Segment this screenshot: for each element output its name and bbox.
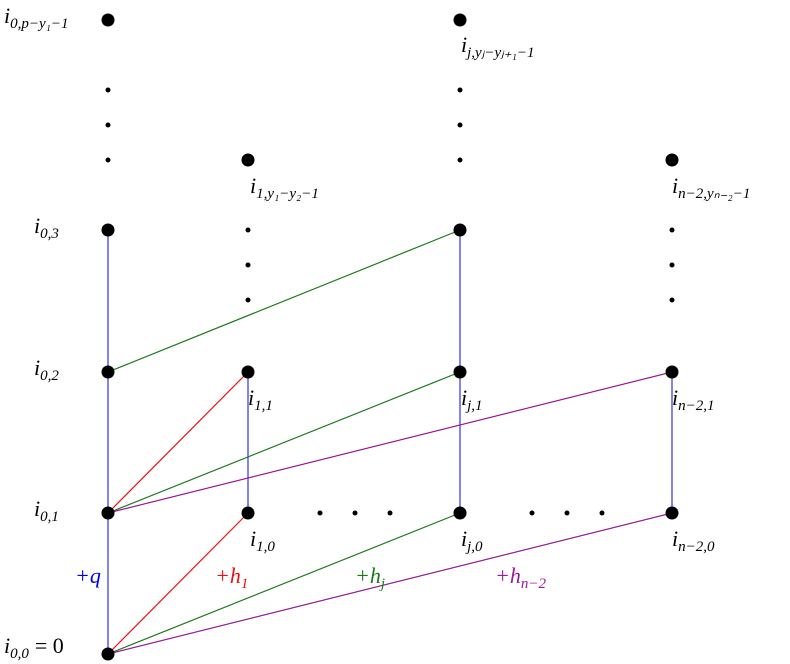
node-label-base: i bbox=[34, 213, 40, 238]
dots bbox=[101, 13, 679, 661]
node-label-sub: 1,0 bbox=[256, 539, 275, 555]
ellipsis-dot bbox=[564, 510, 570, 516]
edge bbox=[107, 371, 673, 514]
node bbox=[453, 365, 467, 379]
node bbox=[453, 13, 467, 27]
edge-label-sub: j bbox=[379, 576, 385, 592]
node-label-sub: 0,0 bbox=[10, 646, 29, 662]
edge bbox=[107, 229, 461, 373]
node-label-sub: 1,y₁−y₂−1 bbox=[256, 186, 319, 202]
ellipsis-dot bbox=[669, 297, 675, 303]
edge bbox=[107, 512, 249, 655]
ellipsis-dot bbox=[457, 157, 463, 163]
edge-label: +hn−2 bbox=[495, 563, 546, 592]
node-label-base: i bbox=[4, 3, 10, 28]
ellipsis-dot bbox=[245, 227, 251, 233]
node-label: in−2,1 bbox=[672, 385, 715, 414]
node bbox=[453, 223, 467, 237]
node-label-sub: j,0 bbox=[465, 539, 483, 555]
node bbox=[241, 153, 255, 167]
edge bbox=[107, 371, 249, 514]
node-label: i1,y₁−y₂−1 bbox=[250, 173, 319, 202]
ellipsis-dot bbox=[529, 510, 535, 516]
node-label: i0,p−y₁−1 bbox=[4, 3, 69, 32]
node bbox=[665, 506, 679, 520]
node-label-base: i bbox=[34, 355, 40, 380]
node-label-base: i bbox=[461, 385, 467, 410]
node-label-base: i bbox=[4, 633, 10, 658]
edge-label-base: +q bbox=[75, 563, 101, 588]
node-label-base: i bbox=[250, 173, 256, 198]
edge-label-base: +h bbox=[355, 563, 381, 588]
node-label: i0,0 = 0 bbox=[4, 633, 64, 662]
node-label-base: i bbox=[461, 32, 467, 57]
ellipsis-dot bbox=[105, 122, 111, 128]
node-label-sub: 0,3 bbox=[40, 226, 59, 242]
node-label: i0,3 bbox=[34, 213, 59, 242]
node-label: ij,0 bbox=[461, 526, 483, 555]
ellipsis-dot bbox=[352, 510, 358, 516]
node bbox=[101, 506, 115, 520]
node-label: i0,1 bbox=[34, 496, 59, 525]
node-label-sub: j,1 bbox=[465, 398, 482, 414]
node bbox=[101, 13, 115, 27]
edges bbox=[107, 229, 673, 655]
node-label: i1,0 bbox=[250, 526, 275, 555]
node bbox=[101, 647, 115, 661]
node-label: i0,2 bbox=[34, 355, 59, 384]
ellipsis-dot bbox=[599, 510, 605, 516]
edge-label-base: +h bbox=[215, 563, 241, 588]
edge bbox=[107, 371, 461, 514]
ellipsis-dot bbox=[317, 510, 323, 516]
node-label-sub: 0,2 bbox=[40, 368, 59, 384]
node bbox=[101, 365, 115, 379]
ellipsis-dot bbox=[669, 262, 675, 268]
ellipsis-dot bbox=[105, 87, 111, 93]
node bbox=[101, 223, 115, 237]
edge bbox=[107, 512, 673, 655]
ellipsis-dot bbox=[457, 122, 463, 128]
node-label-sub: n−2,yₙ₋₂−1 bbox=[678, 186, 750, 202]
node-label: i1,1 bbox=[248, 385, 273, 414]
edge-label-sub: n−2 bbox=[521, 576, 547, 592]
ellipsis-dot bbox=[457, 87, 463, 93]
node-label: in−2,yₙ₋₂−1 bbox=[672, 173, 750, 202]
node-label-base: i bbox=[34, 496, 40, 521]
ellipsis-dot bbox=[669, 227, 675, 233]
node-label-after: = 0 bbox=[35, 633, 64, 658]
ellipsis-dot bbox=[245, 297, 251, 303]
edge-label: +hj bbox=[355, 563, 385, 592]
node-label-sub: j,yⱼ−yⱼ₊₁−1 bbox=[465, 45, 534, 61]
node bbox=[665, 153, 679, 167]
ellipsis-dot bbox=[105, 157, 111, 163]
node-label-base: i bbox=[461, 526, 467, 551]
node-label-base: i bbox=[248, 385, 254, 410]
node-label-sub: 1,1 bbox=[254, 398, 273, 414]
edge-label-base: +h bbox=[495, 563, 521, 588]
node-label-sub: n−2,0 bbox=[678, 539, 715, 555]
node-label-base: i bbox=[250, 526, 256, 551]
edge bbox=[107, 512, 461, 655]
node bbox=[241, 365, 255, 379]
ellipsis-dot bbox=[245, 262, 251, 268]
node-label-sub: n−2,1 bbox=[678, 398, 714, 414]
node bbox=[241, 506, 255, 520]
node-label: ij,1 bbox=[461, 385, 483, 414]
ellipsis-dot bbox=[387, 510, 393, 516]
node-label-base: i bbox=[672, 173, 678, 198]
node-label-base: i bbox=[672, 526, 678, 551]
node bbox=[453, 506, 467, 520]
node-label: ij,yⱼ−yⱼ₊₁−1 bbox=[461, 32, 534, 61]
node-label-base: i bbox=[672, 385, 678, 410]
edge-label: +q bbox=[75, 563, 101, 588]
node-label-sub: 0,p−y₁−1 bbox=[10, 16, 68, 32]
node bbox=[665, 365, 679, 379]
labels: i0,p−y₁−1i0,3i0,2i0,1i0,0 = 0i1,y₁−y₂−1i1… bbox=[4, 3, 750, 662]
edge-label: +h1 bbox=[215, 563, 248, 592]
node-label: in−2,0 bbox=[672, 526, 715, 555]
edge-label-sub: 1 bbox=[241, 576, 249, 592]
node-label-sub: 0,1 bbox=[40, 509, 59, 525]
